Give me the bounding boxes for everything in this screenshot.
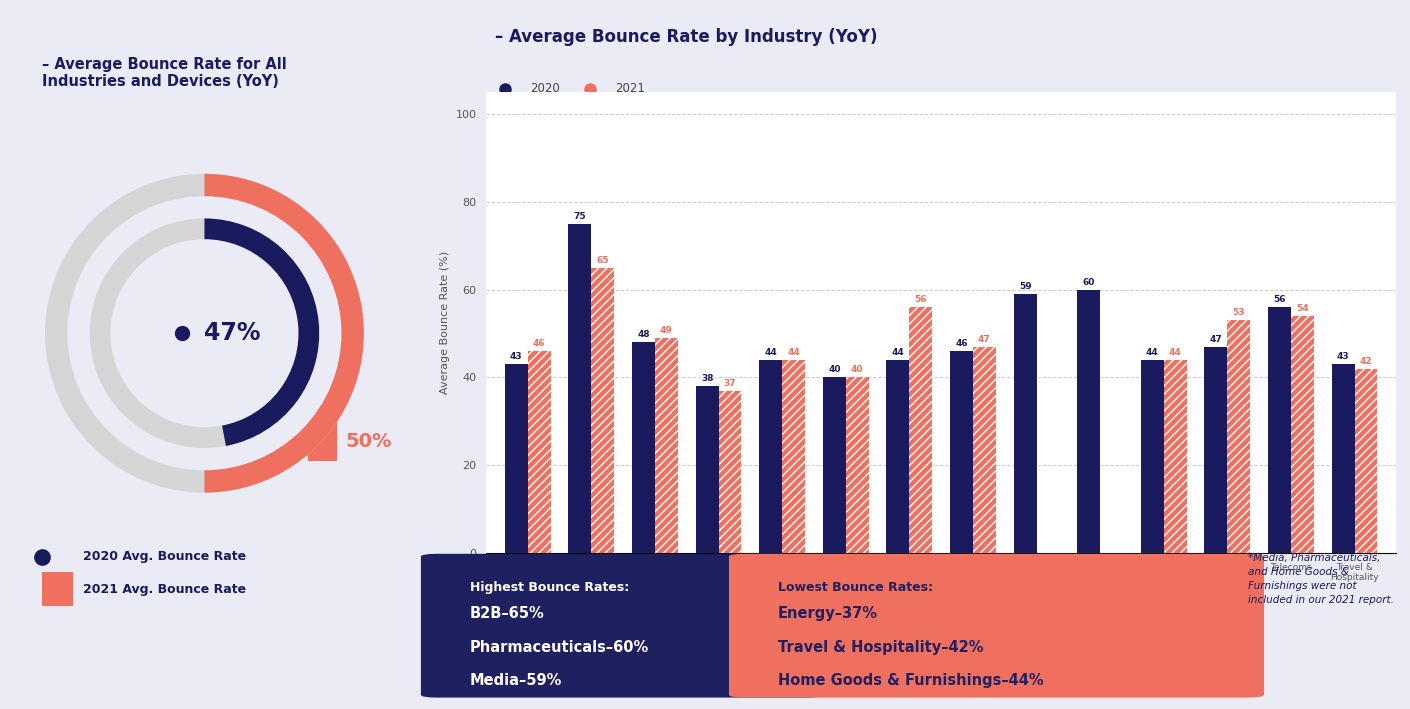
- Y-axis label: Average Bounce Rate (%): Average Bounce Rate (%): [440, 251, 450, 394]
- Text: 50%: 50%: [345, 432, 392, 451]
- Bar: [1204, 347, 1227, 553]
- Text: 53: 53: [1232, 308, 1245, 318]
- Bar: [1141, 360, 1163, 553]
- Text: 2020 Avg. Bounce Rate: 2020 Avg. Bounce Rate: [83, 550, 247, 563]
- Text: 49: 49: [660, 326, 673, 335]
- Text: 46: 46: [955, 339, 967, 348]
- Text: Energy–37%: Energy–37%: [778, 606, 877, 621]
- Bar: [42, 572, 73, 606]
- Text: 47: 47: [1210, 335, 1222, 344]
- Text: 44: 44: [764, 348, 777, 357]
- Bar: [1355, 369, 1378, 553]
- Text: 2021: 2021: [615, 82, 644, 95]
- Bar: [887, 360, 909, 553]
- Bar: [719, 391, 742, 553]
- Bar: [1331, 364, 1355, 553]
- Text: Media–59%: Media–59%: [470, 673, 563, 688]
- Text: B2B–65%: B2B–65%: [470, 606, 544, 621]
- Bar: [1163, 360, 1187, 553]
- Wedge shape: [45, 174, 364, 493]
- Bar: [950, 351, 973, 553]
- Text: Highest Bounce Rates:: Highest Bounce Rates:: [470, 581, 629, 594]
- Bar: [1292, 316, 1314, 553]
- Text: 42: 42: [1359, 357, 1372, 366]
- Text: 60: 60: [1083, 278, 1096, 286]
- Bar: [823, 377, 846, 553]
- Text: 54: 54: [1296, 304, 1308, 313]
- Bar: [505, 364, 527, 553]
- Text: 38: 38: [701, 374, 713, 383]
- Text: 48: 48: [637, 330, 650, 340]
- Text: Home Goods & Furnishings–44%: Home Goods & Furnishings–44%: [778, 673, 1043, 688]
- Text: 43: 43: [1337, 352, 1349, 361]
- Bar: [632, 342, 656, 553]
- Bar: [1227, 320, 1251, 553]
- Text: 47: 47: [979, 335, 991, 344]
- Bar: [695, 386, 719, 553]
- Bar: [783, 360, 805, 553]
- Wedge shape: [204, 218, 319, 446]
- Bar: [568, 224, 591, 553]
- Wedge shape: [204, 174, 364, 493]
- Text: 56: 56: [1273, 295, 1286, 304]
- Text: 44: 44: [1146, 348, 1159, 357]
- Text: 46: 46: [533, 339, 546, 348]
- Text: Pharmaceuticals–60%: Pharmaceuticals–60%: [470, 640, 649, 654]
- Text: Lowest Bounce Rates:: Lowest Bounce Rates:: [778, 581, 932, 594]
- Bar: [973, 347, 995, 553]
- Text: 37: 37: [723, 379, 736, 388]
- Bar: [909, 307, 932, 553]
- Text: 59: 59: [1019, 282, 1032, 291]
- Bar: [1077, 290, 1100, 553]
- Text: 2021 Avg. Bounce Rate: 2021 Avg. Bounce Rate: [83, 584, 247, 596]
- Text: Travel & Hospitality–42%: Travel & Hospitality–42%: [778, 640, 983, 654]
- Bar: [1014, 294, 1036, 553]
- Text: 44: 44: [891, 348, 904, 357]
- Text: 65: 65: [596, 256, 609, 264]
- Text: 43: 43: [510, 352, 523, 361]
- Wedge shape: [90, 218, 319, 448]
- Text: 40: 40: [828, 365, 840, 374]
- Text: 75: 75: [574, 212, 587, 220]
- Bar: [527, 351, 551, 553]
- Text: – Average Bounce Rate for All
Industries and Devices (YoY): – Average Bounce Rate for All Industries…: [42, 57, 286, 89]
- Bar: [656, 338, 678, 553]
- FancyBboxPatch shape: [422, 554, 822, 698]
- Bar: [591, 268, 615, 553]
- Bar: [759, 360, 783, 553]
- Text: 2020: 2020: [530, 82, 560, 95]
- Bar: [846, 377, 869, 553]
- Text: 47%: 47%: [204, 321, 261, 345]
- Bar: [307, 422, 337, 461]
- Text: 56: 56: [915, 295, 926, 304]
- Text: *Media, Pharmaceuticals,
and Home Goods &
Furnishings were not
included in our 2: *Media, Pharmaceuticals, and Home Goods …: [1248, 553, 1393, 605]
- FancyBboxPatch shape: [729, 554, 1265, 698]
- Text: – Average Bounce Rate by Industry (YoY): – Average Bounce Rate by Industry (YoY): [495, 28, 878, 46]
- Bar: [1268, 307, 1292, 553]
- Text: 44: 44: [787, 348, 799, 357]
- Text: 44: 44: [1169, 348, 1182, 357]
- Text: 40: 40: [852, 365, 863, 374]
